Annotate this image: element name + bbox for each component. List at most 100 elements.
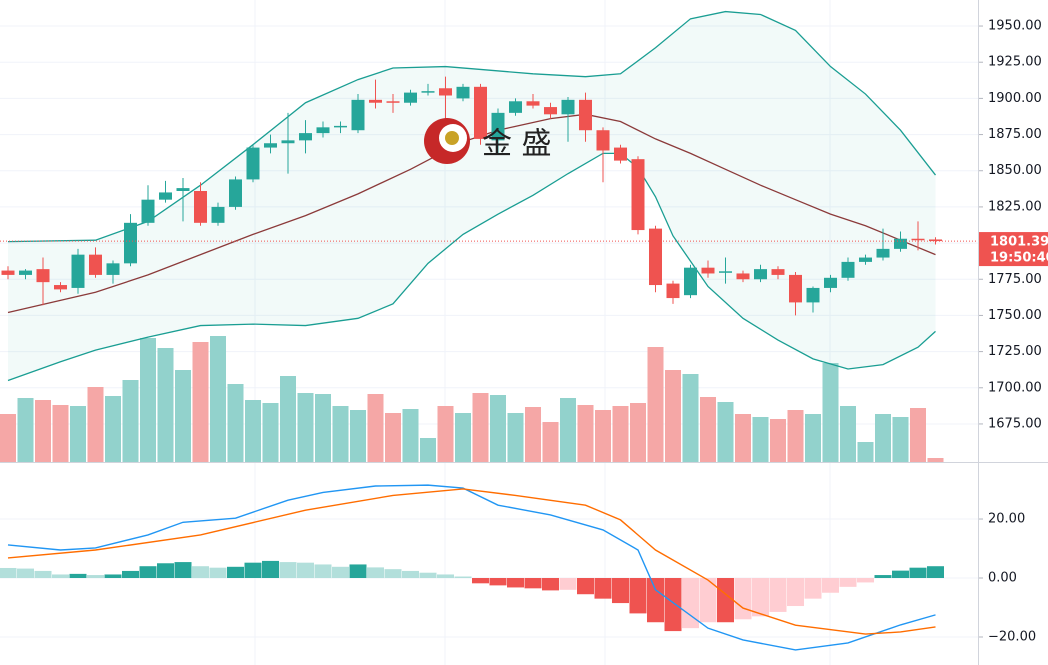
volume-bar bbox=[490, 395, 506, 462]
candle-body bbox=[229, 179, 242, 207]
histogram-bar bbox=[804, 578, 822, 599]
candle-body bbox=[474, 86, 487, 139]
volume-bar bbox=[875, 414, 891, 462]
volume-bar bbox=[105, 396, 121, 462]
volume-bar bbox=[630, 403, 646, 462]
histogram-bar bbox=[419, 572, 437, 579]
volume-bar bbox=[805, 414, 821, 462]
volume-bar bbox=[402, 409, 419, 462]
candle-body bbox=[771, 269, 785, 275]
candle-body bbox=[71, 254, 85, 288]
histogram-bar bbox=[577, 578, 594, 595]
candle-body bbox=[106, 263, 120, 275]
watermark: 金 盛 bbox=[424, 118, 552, 164]
volume-bar bbox=[350, 410, 366, 462]
volume-bar bbox=[87, 387, 104, 462]
histogram-bar bbox=[542, 578, 559, 591]
volume-bar bbox=[612, 406, 629, 462]
histogram-bar bbox=[734, 578, 752, 620]
y-tick-label: 1725.00 bbox=[988, 344, 1042, 359]
volume-bar bbox=[700, 397, 716, 462]
volume-bar bbox=[35, 400, 51, 462]
histogram-bar bbox=[787, 578, 804, 607]
candle-body bbox=[211, 206, 225, 223]
histogram-bar bbox=[769, 578, 787, 612]
volume-bar bbox=[192, 342, 209, 462]
candle-body bbox=[789, 274, 802, 303]
candle-body bbox=[299, 133, 312, 141]
histogram-bar bbox=[122, 570, 139, 579]
candle-body bbox=[824, 277, 837, 288]
histogram-bar bbox=[227, 566, 244, 579]
candle-body bbox=[526, 101, 540, 106]
volume-bar bbox=[595, 410, 611, 462]
volume-bar bbox=[140, 338, 156, 462]
histogram-bar bbox=[244, 562, 262, 579]
histogram-bar bbox=[314, 564, 332, 579]
histogram-bar bbox=[664, 578, 682, 632]
volume-bar bbox=[770, 419, 786, 462]
candle-body bbox=[281, 140, 295, 144]
y-tick-label: 1675.00 bbox=[988, 416, 1042, 431]
volume-bar bbox=[210, 336, 226, 462]
histogram-bar bbox=[682, 578, 699, 629]
histogram-bar bbox=[717, 578, 734, 623]
histogram-bar bbox=[209, 567, 227, 579]
y-tick-label: 1900.00 bbox=[988, 91, 1042, 106]
candle-body bbox=[649, 228, 662, 286]
histogram-bar bbox=[489, 578, 507, 586]
logo-dot bbox=[445, 131, 459, 145]
histogram-bar bbox=[559, 578, 577, 590]
histogram-bar bbox=[612, 578, 629, 604]
candle-body bbox=[736, 273, 750, 280]
candle-body bbox=[911, 238, 925, 241]
volume-bar bbox=[437, 406, 454, 462]
volume-bar bbox=[175, 370, 191, 462]
candle-body bbox=[124, 222, 137, 264]
histogram-bar bbox=[104, 574, 122, 579]
volume-bar bbox=[507, 413, 524, 462]
candle-body bbox=[176, 188, 190, 191]
candle-body bbox=[491, 112, 505, 141]
histogram-bar bbox=[909, 567, 927, 579]
candle-body bbox=[859, 257, 872, 262]
candle-body bbox=[141, 199, 155, 223]
histogram-bar bbox=[822, 578, 839, 593]
band-line bbox=[7, 152, 936, 382]
volume-bar bbox=[542, 422, 559, 462]
candle-body bbox=[404, 92, 417, 103]
histogram-bar bbox=[34, 570, 52, 579]
y-tick-label: 20.00 bbox=[988, 512, 1025, 527]
volume-bar bbox=[927, 458, 944, 462]
candle-body bbox=[806, 287, 820, 303]
candle-body bbox=[246, 147, 260, 180]
histogram-bar bbox=[454, 576, 472, 579]
candle-body bbox=[54, 285, 67, 290]
volume-bar bbox=[70, 406, 86, 462]
histogram-bar bbox=[874, 575, 892, 579]
y-tick-label: 1850.00 bbox=[988, 163, 1042, 178]
volume-bar bbox=[262, 403, 279, 462]
histogram-bar bbox=[507, 578, 524, 588]
volume-bar bbox=[297, 393, 314, 462]
candle-body bbox=[1, 270, 15, 275]
histogram-bar bbox=[52, 574, 69, 579]
histogram-bar bbox=[349, 564, 367, 579]
volume-bar bbox=[560, 398, 576, 462]
volume-bar bbox=[717, 402, 734, 462]
candle-body bbox=[19, 270, 32, 275]
volume-bar bbox=[752, 417, 769, 462]
y-tick-label: 0.00 bbox=[988, 571, 1017, 586]
y-tick-label: 1700.00 bbox=[988, 380, 1042, 395]
volume-bar bbox=[822, 363, 839, 462]
histogram-bar bbox=[927, 566, 944, 579]
candle-body bbox=[894, 238, 907, 249]
candle-body bbox=[89, 254, 102, 275]
candle-body bbox=[666, 283, 680, 299]
y-tick-label: 1950.00 bbox=[988, 19, 1042, 34]
volume-bar bbox=[122, 380, 139, 462]
volume-bar bbox=[787, 410, 804, 462]
candle-body bbox=[754, 269, 767, 280]
histogram-bar bbox=[139, 566, 157, 579]
